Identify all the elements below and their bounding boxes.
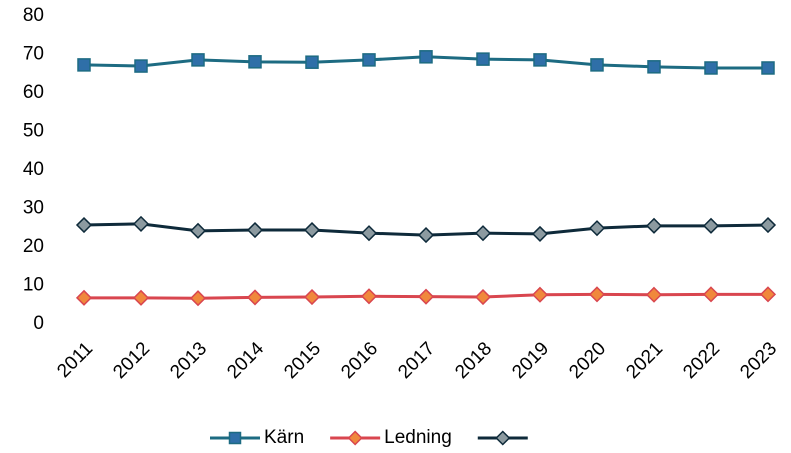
- data-point: [132, 215, 150, 232]
- data-point: [645, 217, 663, 234]
- y-tick-label: 60: [23, 82, 44, 103]
- data-point: [533, 53, 547, 67]
- data-point: [75, 289, 93, 306]
- data-point: [191, 53, 205, 67]
- data-point: [531, 286, 549, 303]
- data-point: [248, 55, 262, 69]
- y-tick-label: 70: [23, 44, 44, 65]
- data-point: [588, 286, 606, 303]
- data-point: [476, 52, 490, 66]
- data-point: [474, 288, 492, 306]
- y-tick-label: 80: [23, 5, 44, 26]
- data-point: [305, 55, 319, 69]
- data-point: [360, 225, 378, 242]
- y-tick-label: 10: [23, 275, 44, 296]
- x-tick-label: 2021: [622, 338, 667, 383]
- data-point: [531, 225, 549, 242]
- data-point: [77, 58, 91, 72]
- legend-marker: [495, 430, 511, 446]
- data-point: [246, 221, 264, 239]
- data-point: [132, 289, 150, 306]
- data-point: [303, 221, 321, 239]
- data-point: [246, 289, 264, 306]
- data-point: [759, 216, 777, 234]
- data-point: [189, 222, 207, 239]
- y-tick-label: 50: [23, 121, 44, 142]
- data-point: [419, 50, 433, 64]
- legend-label: Ledning: [384, 427, 452, 448]
- data-point: [474, 225, 492, 242]
- y-tick-label: 0: [33, 313, 44, 334]
- x-tick-label: 2017: [394, 338, 439, 383]
- data-point: [189, 290, 207, 307]
- x-tick-label: 2020: [565, 338, 610, 383]
- data-point: [702, 217, 720, 234]
- data-point: [417, 227, 435, 244]
- legend-label: Kärn: [264, 427, 304, 448]
- data-point: [588, 220, 606, 237]
- x-tick-label: 2011: [53, 338, 97, 382]
- data-point: [417, 288, 435, 305]
- data-point: [647, 60, 661, 74]
- x-tick-label: 2012: [109, 338, 154, 383]
- x-tick-label: 2013: [166, 338, 211, 383]
- y-tick-label: 20: [23, 236, 44, 257]
- x-tick-label: 2018: [451, 338, 496, 383]
- data-point: [134, 59, 148, 73]
- y-tick-label: 30: [23, 198, 44, 219]
- data-point: [590, 58, 604, 72]
- y-tick-label: 40: [23, 159, 44, 180]
- x-tick-label: 2014: [223, 338, 268, 383]
- legend-marker: [347, 430, 363, 446]
- x-tick-label: 2015: [280, 338, 325, 383]
- x-tick-label: 2019: [508, 338, 553, 383]
- data-point: [360, 288, 378, 305]
- x-tick-label: 2016: [337, 338, 382, 383]
- data-point: [759, 286, 777, 303]
- data-point: [702, 286, 720, 303]
- x-tick-label: 2023: [736, 338, 781, 383]
- data-point: [303, 288, 321, 306]
- data-point: [645, 286, 663, 303]
- data-point: [704, 61, 718, 75]
- data-point: [75, 216, 93, 234]
- data-point: [362, 53, 376, 67]
- x-tick-label: 2022: [679, 338, 724, 383]
- legend-marker: [228, 431, 242, 445]
- data-point: [761, 61, 775, 75]
